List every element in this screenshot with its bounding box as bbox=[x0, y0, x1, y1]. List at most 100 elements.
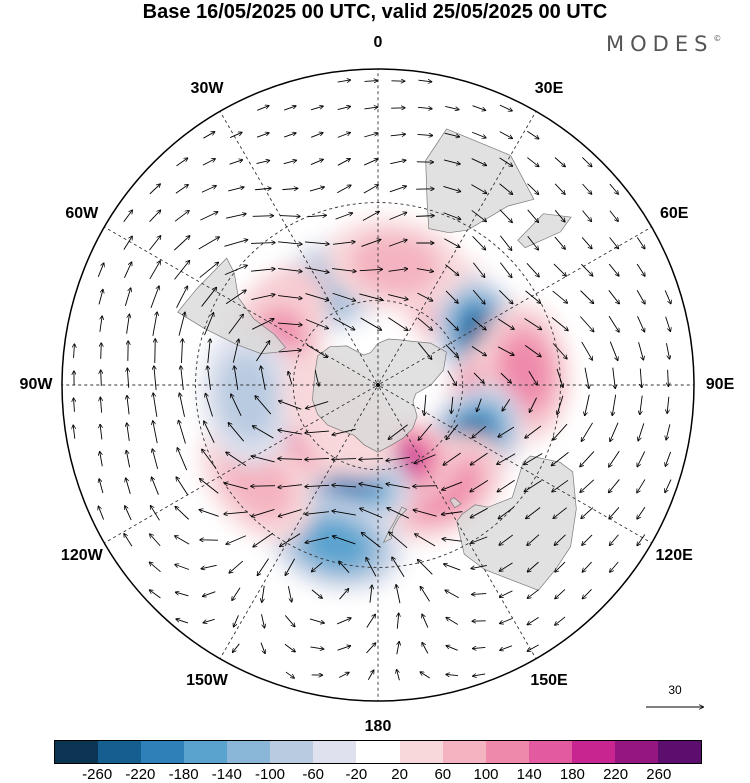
wind-arrow bbox=[555, 616, 566, 625]
wind-arrow bbox=[445, 590, 459, 599]
wind-arrow bbox=[337, 159, 350, 166]
wind-arrow bbox=[176, 286, 188, 308]
wind-arrow bbox=[152, 449, 159, 470]
wind-arrow bbox=[471, 184, 486, 194]
wind-arrow bbox=[445, 105, 459, 109]
wind-arrow bbox=[442, 539, 462, 542]
wind-arrow bbox=[367, 670, 373, 680]
meridian-line bbox=[380, 385, 652, 544]
landmasses bbox=[177, 128, 577, 591]
wind-arrow bbox=[388, 294, 408, 300]
wind-arrow bbox=[443, 212, 461, 220]
wind-arrow bbox=[226, 452, 247, 467]
wind-arrow bbox=[525, 425, 542, 438]
wind-arrow bbox=[126, 478, 131, 494]
wind-arrow bbox=[207, 366, 212, 390]
wind-arrow bbox=[554, 183, 565, 194]
longitude-label: 120W bbox=[60, 547, 103, 564]
wind-arrow bbox=[100, 452, 103, 467]
wind-arrow bbox=[150, 590, 161, 599]
wind-arrow bbox=[225, 290, 246, 305]
wind-arrow bbox=[581, 341, 593, 360]
wind-arrow bbox=[499, 534, 514, 545]
wind-arrow bbox=[226, 535, 247, 545]
wind-arrow bbox=[234, 615, 239, 626]
wind-arrow bbox=[445, 264, 458, 276]
wind-arrow bbox=[124, 534, 133, 547]
wind-arrow bbox=[232, 587, 241, 601]
wind-arrow bbox=[253, 532, 274, 547]
colorbar-segment bbox=[55, 741, 99, 763]
wind-arrow bbox=[609, 183, 618, 194]
wind-arrow bbox=[256, 160, 270, 164]
wind-arrow bbox=[284, 643, 295, 651]
wind-arrow bbox=[199, 510, 219, 517]
wind-arrow bbox=[123, 210, 133, 223]
wind-arrow bbox=[527, 130, 538, 138]
wind-arrow bbox=[278, 268, 302, 272]
wind-arrow bbox=[150, 534, 161, 547]
wind-arrow bbox=[232, 339, 238, 363]
wind-arrow bbox=[177, 448, 188, 471]
wind-arrow bbox=[309, 187, 324, 192]
wind-arrow bbox=[311, 589, 322, 598]
wind-arrow bbox=[203, 132, 214, 139]
wind-arrow bbox=[201, 564, 217, 568]
wind-arrow bbox=[366, 558, 377, 577]
colorbar-segment bbox=[98, 741, 142, 763]
wind-arrow bbox=[442, 511, 463, 515]
map-title: Base 16/05/2025 00 UTC, valid 25/05/2025… bbox=[142, 1, 608, 23]
wind-arrow bbox=[333, 317, 354, 329]
wind-arrow bbox=[278, 295, 302, 299]
meridian-line bbox=[380, 226, 652, 385]
tasmania bbox=[449, 497, 462, 509]
wind-arrow bbox=[149, 210, 161, 223]
wind-arrow bbox=[278, 323, 302, 325]
wind-arrow bbox=[224, 512, 248, 514]
wind-arrow bbox=[127, 368, 128, 388]
wind-arrow bbox=[389, 212, 406, 220]
wind-arrow bbox=[446, 618, 459, 625]
wind-arrow bbox=[500, 590, 513, 597]
wind-arrow bbox=[332, 268, 356, 272]
wind-arrow bbox=[175, 185, 188, 194]
longitude-label: 180 bbox=[364, 718, 392, 735]
wind-arrow bbox=[153, 421, 158, 444]
wind-arrow bbox=[251, 294, 274, 300]
wind-arrow bbox=[338, 673, 349, 678]
wind-arrow bbox=[526, 507, 541, 519]
wind-arrow bbox=[278, 459, 303, 460]
wind-arrow bbox=[284, 106, 296, 111]
wind-arrow bbox=[553, 263, 566, 276]
wind-arrow bbox=[360, 508, 383, 519]
wind-arrow bbox=[477, 398, 482, 412]
longitude-label: 150W bbox=[186, 672, 228, 690]
wind-arrow bbox=[636, 237, 644, 248]
wind-arrow bbox=[280, 533, 301, 547]
wind-arrow bbox=[554, 209, 565, 221]
wind-arrow bbox=[417, 317, 432, 330]
wind-arrow bbox=[366, 614, 375, 628]
graticule bbox=[62, 69, 694, 701]
wind-arrow bbox=[339, 589, 349, 600]
wind-arrow bbox=[471, 210, 487, 221]
wind-arrow bbox=[203, 618, 215, 622]
wind-arrow bbox=[261, 366, 266, 390]
wind-arrow bbox=[397, 613, 398, 629]
wind-arrow bbox=[664, 290, 671, 303]
wind-arrow bbox=[370, 585, 372, 603]
wind-arrow bbox=[124, 288, 130, 307]
wind-arrow bbox=[284, 615, 295, 626]
wind-arrow bbox=[310, 159, 323, 165]
wind-arrow bbox=[665, 479, 672, 493]
wind-arrow bbox=[502, 399, 511, 411]
meridian-line bbox=[219, 111, 378, 383]
colorbar-tick-label: 20 bbox=[391, 766, 408, 783]
wind-arrow bbox=[609, 479, 620, 492]
colorbar-segment bbox=[227, 741, 271, 763]
wind-arrow bbox=[417, 134, 433, 135]
wind-arrow bbox=[305, 267, 329, 273]
wind-arrow bbox=[396, 585, 401, 604]
wind-arrow bbox=[553, 423, 568, 440]
